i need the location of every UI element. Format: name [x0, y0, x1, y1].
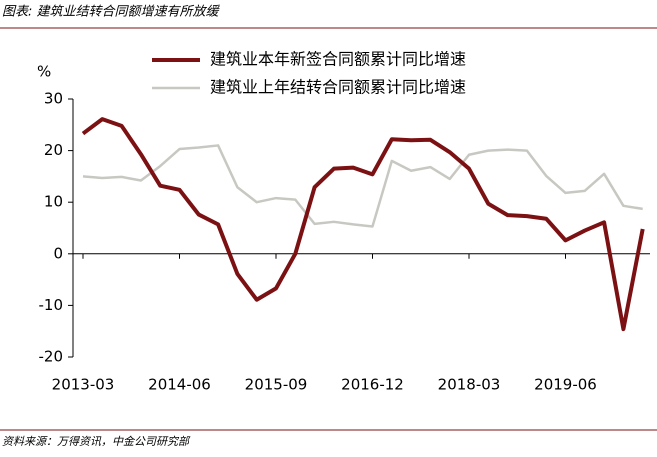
- legend-label: 建筑业本年新签合同额累计同比增速: [210, 50, 466, 69]
- x-tick-label: 2018-03: [438, 376, 501, 394]
- x-tick-label: 2014-06: [148, 376, 211, 394]
- series-line: [81, 117, 645, 332]
- y-unit: %: [37, 63, 51, 81]
- x-tick-label: 2015-09: [245, 376, 308, 394]
- series-line: [82, 144, 643, 228]
- y-tick-label: -20: [39, 348, 64, 366]
- source: 资料来源：万得资讯，中金公司研究部: [2, 435, 191, 448]
- y-tick-label: 20: [44, 141, 63, 159]
- y-tick-label: -10: [39, 296, 64, 314]
- y-tick-label: 30: [44, 90, 63, 108]
- y-tick-label: 10: [44, 193, 63, 211]
- x-tick-label: 2016-12: [341, 376, 404, 394]
- y-tick-label: 0: [53, 244, 63, 262]
- x-tick-label: 2019-06: [534, 376, 597, 394]
- legend-label: 建筑业上年结转合同额累计同比增速: [210, 78, 466, 97]
- x-tick-label: 2013-03: [52, 376, 115, 394]
- chart-title: 图表: 建筑业结转合同额增速有所放缓: [2, 5, 221, 20]
